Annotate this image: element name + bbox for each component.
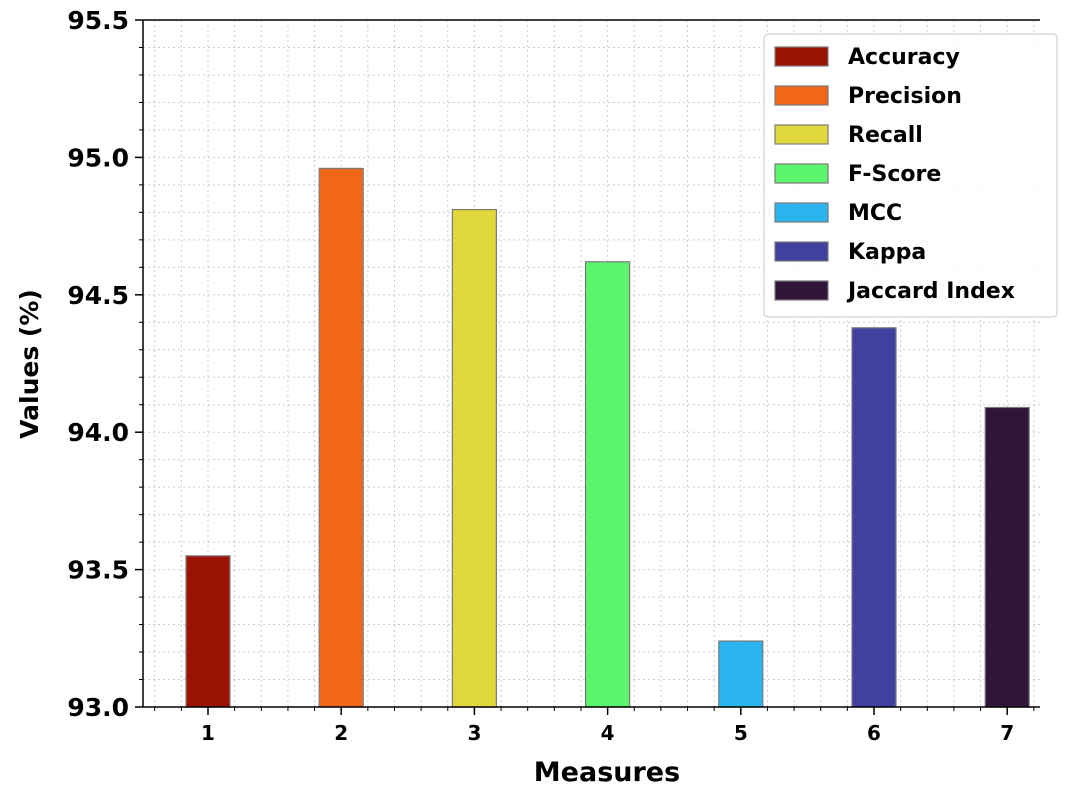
x-axis-title: Measures [534, 757, 680, 787]
x-tick-label: 4 [601, 721, 615, 745]
bar-f-score [584, 261, 631, 708]
legend-box [763, 33, 1058, 318]
legend-label: Recall [848, 123, 923, 148]
x-tick-label: 5 [734, 721, 748, 745]
x-ticks: 1 2 3 4 5 6 7 [154, 707, 1035, 745]
bar-recall [451, 209, 497, 708]
y-tick-label: 94.5 [67, 281, 129, 310]
legend-swatch [774, 85, 829, 106]
x-tick-label: 3 [467, 721, 481, 745]
x-tick-label: 2 [334, 721, 348, 745]
legend-swatch [774, 46, 829, 67]
bar-jaccard-index [984, 406, 1030, 708]
y-tick-label: 93.5 [67, 556, 129, 585]
y-tick-label: 95.0 [67, 143, 129, 172]
legend-swatch [774, 163, 829, 184]
legend-swatch [774, 241, 829, 262]
bar-kappa [851, 327, 897, 708]
legend-swatch [774, 124, 829, 145]
legend-label: Kappa [848, 240, 926, 265]
legend-label: F-Score [848, 162, 941, 187]
bar-precision [318, 167, 364, 708]
x-tick-label: 1 [201, 721, 215, 745]
legend-label: Precision [848, 84, 962, 109]
x-tick-label: 6 [867, 721, 881, 745]
x-tick-label: 7 [1000, 721, 1014, 745]
y-tick-label: 94.0 [67, 418, 129, 447]
legend-swatch [774, 280, 829, 301]
legend-label: Jaccard Index [846, 279, 1015, 304]
bar-mcc [718, 640, 764, 708]
legend-swatch [774, 202, 829, 223]
bars [185, 167, 1030, 708]
legend: Accuracy Precision Recall F-Score MCC Kappa Ja… [763, 33, 1058, 318]
y-axis-title: Values (%) [15, 289, 44, 439]
legend-label: MCC [848, 201, 902, 226]
y-ticks: 93.0 93.5 94.0 94.5 95.0 95.5 [67, 6, 143, 722]
y-tick-label: 93.0 [67, 693, 129, 722]
y-tick-label: 95.5 [67, 6, 129, 35]
axes [142, 19, 1040, 708]
legend-label: Accuracy [848, 45, 960, 70]
bar-accuracy [185, 555, 231, 708]
